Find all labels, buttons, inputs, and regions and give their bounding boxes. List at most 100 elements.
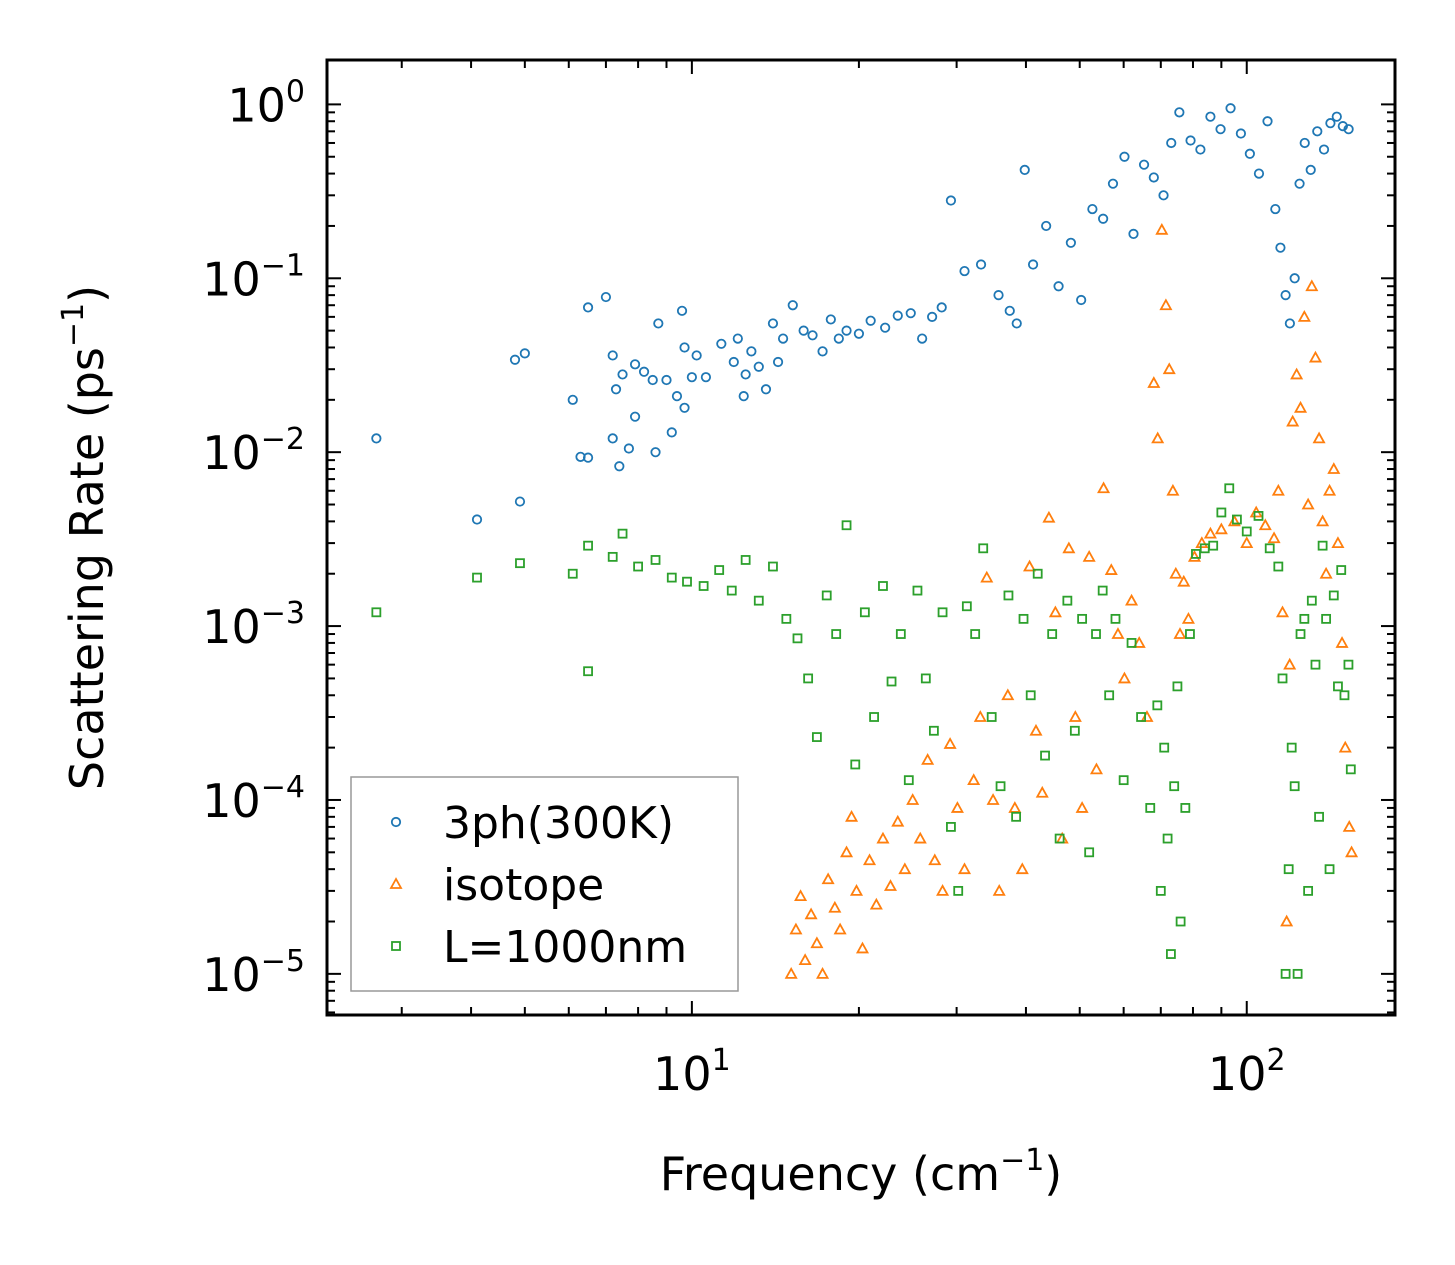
data-point xyxy=(1053,281,1064,292)
data-point xyxy=(869,712,879,722)
data-point xyxy=(917,333,928,344)
y-tick-label: 10−1 xyxy=(202,248,305,306)
legend: 3ph(300K) isotope L=1000nm xyxy=(350,776,739,992)
data-point xyxy=(1138,159,1150,170)
data-point xyxy=(1303,885,1314,896)
data-point xyxy=(371,433,382,444)
data-point xyxy=(1195,536,1209,549)
data-point xyxy=(1280,290,1291,301)
data-point xyxy=(927,311,938,322)
data-point xyxy=(1301,497,1315,510)
data-point xyxy=(1292,968,1303,979)
data-point xyxy=(841,520,852,531)
data-point xyxy=(787,300,798,311)
data-point xyxy=(1117,671,1131,684)
data-point xyxy=(1270,203,1281,215)
data-point xyxy=(1155,222,1169,235)
legend-marker xyxy=(391,941,401,951)
data-point xyxy=(821,872,835,885)
y-tick-label: 100 xyxy=(227,74,305,132)
data-point xyxy=(1262,116,1273,127)
data-point xyxy=(679,342,690,353)
data-point xyxy=(986,712,997,722)
data-point xyxy=(903,775,914,786)
data-point xyxy=(1110,613,1121,624)
data-point xyxy=(1241,526,1252,537)
data-point xyxy=(1271,483,1285,496)
data-point xyxy=(653,318,664,329)
data-point xyxy=(986,793,1000,805)
data-point xyxy=(1084,847,1095,858)
data-point xyxy=(1076,294,1087,306)
data-point xyxy=(1343,124,1354,135)
data-point xyxy=(1314,811,1324,822)
data-point xyxy=(777,333,789,344)
data-point xyxy=(833,333,844,344)
legend-marker xyxy=(389,877,403,889)
data-point xyxy=(1111,627,1125,639)
data-point xyxy=(1310,659,1321,670)
data-point xyxy=(1062,595,1073,606)
data-point xyxy=(746,346,757,357)
data-point xyxy=(810,936,824,949)
data-point xyxy=(1001,688,1015,701)
data-point xyxy=(898,862,912,875)
data-point xyxy=(1203,526,1217,539)
legend-label: isotope xyxy=(443,860,604,911)
data-point xyxy=(1145,803,1156,813)
data-point xyxy=(1299,137,1310,149)
data-point xyxy=(614,461,625,472)
data-point xyxy=(671,391,683,402)
data-point xyxy=(1025,690,1036,701)
data-point xyxy=(1155,885,1166,896)
data-point xyxy=(1011,318,1022,329)
data-point xyxy=(803,673,814,684)
data-point xyxy=(886,676,897,687)
data-point xyxy=(936,302,947,313)
data-point xyxy=(582,302,594,313)
data-point xyxy=(600,291,612,303)
data-point xyxy=(1047,629,1058,639)
data-point xyxy=(833,922,847,935)
data-point xyxy=(1295,629,1306,639)
data-point xyxy=(1068,710,1082,722)
series-3ph-300k- xyxy=(371,103,1354,525)
data-point xyxy=(1277,673,1288,684)
data-point xyxy=(471,514,483,525)
data-point xyxy=(1308,350,1323,363)
data-point xyxy=(1011,811,1022,822)
data-point xyxy=(895,629,906,639)
data-point xyxy=(1224,483,1235,494)
data-point xyxy=(1029,723,1043,736)
axis-ticks xyxy=(327,60,1395,1015)
x-axis-label: Frequency (cm−1) xyxy=(660,1143,1063,1201)
data-point xyxy=(1253,168,1265,179)
legend-entry: isotope xyxy=(389,860,604,911)
data-point xyxy=(1159,742,1170,753)
data-point xyxy=(1181,612,1195,624)
data-point xyxy=(509,354,521,365)
data-point xyxy=(760,384,772,395)
data-point xyxy=(1333,681,1343,692)
data-point xyxy=(943,737,957,749)
data-point xyxy=(1032,568,1043,579)
data-point xyxy=(1232,514,1242,525)
data-point xyxy=(1148,172,1159,183)
data-point xyxy=(1004,305,1015,316)
data-point xyxy=(1169,781,1180,792)
data-point xyxy=(650,447,661,458)
data-point xyxy=(1286,414,1300,427)
data-point xyxy=(816,967,830,979)
data-point xyxy=(1335,636,1349,648)
data-point xyxy=(1267,531,1281,544)
data-point xyxy=(772,356,784,368)
data-point xyxy=(978,543,989,554)
data-point xyxy=(1195,144,1206,155)
data-point xyxy=(1244,148,1255,159)
data-point xyxy=(1089,762,1104,775)
data-point xyxy=(666,427,677,438)
data-point xyxy=(1091,629,1101,639)
data-point xyxy=(950,801,964,813)
data-point xyxy=(1191,549,1201,559)
data-point xyxy=(1339,690,1350,701)
